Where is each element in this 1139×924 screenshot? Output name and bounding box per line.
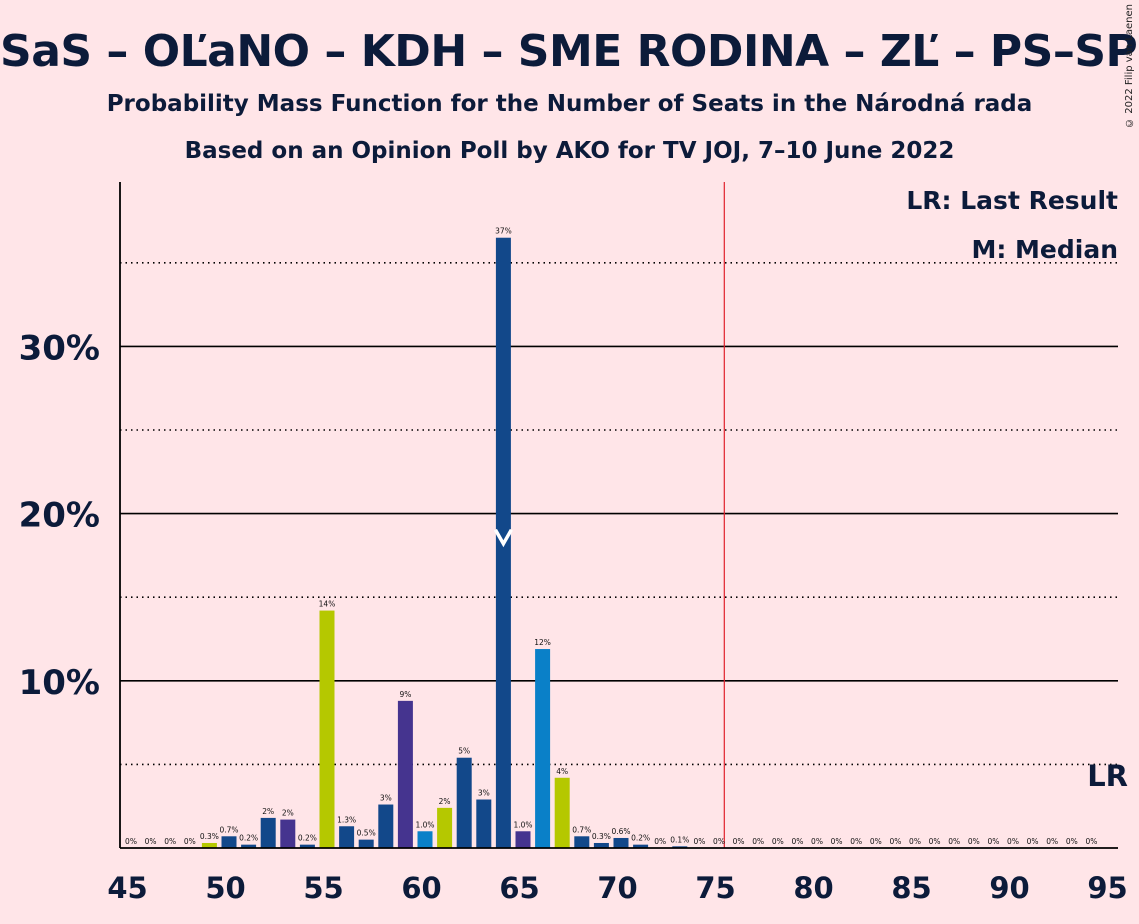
bar-label-seat-50: 0.3% [200,832,219,841]
x-tick-label: 70 [597,871,637,905]
bar-label-seat-60: 9% [399,690,411,699]
bar-label-seat-52: 0.2% [239,834,258,843]
bar-seat-58 [358,839,374,848]
bar-label-seat-46: 0% [125,837,137,846]
y-tick-label: 20% [19,496,100,536]
bar-label-seat-89: 0% [968,837,980,846]
bar-label-seat-81: 0% [811,837,823,846]
bar-label-seat-75: 0% [693,837,705,846]
bar-label-seat-95: 0% [1085,837,1097,846]
bars [201,237,688,849]
bar-label-seat-80: 0% [791,837,803,846]
bar-label-seat-74: 0.1% [670,835,689,844]
bar-label-seat-64: 3% [478,789,490,798]
bar-label-seat-82: 0% [831,837,843,846]
axes: 45 50 55 60 65 70 75 80 85 90 95 [107,182,1128,905]
bar-label-seat-67: 12% [534,638,551,647]
bar-seat-68 [554,777,570,848]
bar-label-seat-93: 0% [1046,837,1058,846]
bar-seat-50 [201,842,217,848]
bar-seat-56 [319,610,335,848]
bar-label-seat-78: 0% [752,837,764,846]
bar-label-seat-79: 0% [772,837,784,846]
bar-label-seat-47: 0% [145,837,157,846]
gridlines: 10% 20% 30% [19,182,1118,848]
x-tick-label: 60 [401,871,441,905]
bar-seat-60 [397,700,413,848]
legend-median: M: Median [971,235,1118,264]
bar-label-seat-88: 0% [948,837,960,846]
bar-label-seat-59: 3% [380,794,392,803]
bar-seat-61 [417,831,433,848]
bar-seat-64 [476,799,492,848]
bar-label-seat-61: 1.0% [415,820,434,829]
x-tick-label: 55 [303,871,343,905]
bar-labels: 0% 0% 0% 0%0.3%0.7%0.2%2% 2%0.2%14%1.3%0.5%3… [125,227,1097,846]
bar-label-seat-58: 0.5% [357,829,376,838]
bar-label-seat-62: 2% [439,797,451,806]
y-tick-label: 30% [19,328,100,368]
x-tick-label: 90 [989,871,1029,905]
bar-label-seat-85: 0% [889,837,901,846]
x-tick-label: 80 [793,871,833,905]
bar-seat-62 [437,807,453,848]
x-tick-label: 45 [107,871,147,905]
bar-label-seat-48: 0% [164,837,176,846]
bar-label-seat-71: 0.6% [611,827,630,836]
bar-label-seat-68: 4% [556,767,568,776]
bar-seat-63 [456,757,472,848]
bar-label-seat-87: 0% [929,837,941,846]
bar-seat-59 [378,804,394,848]
bar-seat-70 [593,842,609,848]
bar-label-seat-92: 0% [1027,837,1039,846]
bar-label-seat-73: 0% [654,837,666,846]
bar-label-seat-84: 0% [870,837,882,846]
bar-label-seat-49: 0% [184,837,196,846]
bar-seat-71 [613,837,629,848]
bar-label-seat-69: 0.7% [572,825,591,834]
chart-title: SaS – OĽaNO – KDH – SME RODINA – ZĽ – PS… [0,26,1139,77]
x-tick-label: 65 [499,871,539,905]
bar-label-seat-77: 0% [733,837,745,846]
last-result-marker-label: LR [1087,759,1128,793]
x-tick-label: 85 [891,871,931,905]
legend-last-result: LR: Last Result [906,186,1118,215]
bar-label-seat-94: 0% [1066,837,1078,846]
bar-label-seat-63: 5% [458,747,470,756]
x-tick-label: 50 [205,871,245,905]
bar-label-seat-66: 1.0% [513,820,532,829]
bar-label-seat-86: 0% [909,837,921,846]
x-tick-label: 75 [695,871,735,905]
bar-label-seat-51: 0.7% [219,825,238,834]
bar-seat-69 [574,836,590,848]
chart-subtitle-poll: Based on an Opinion Poll by AKO for TV J… [184,138,955,164]
bar-label-seat-70: 0.3% [592,832,611,841]
bar-label-seat-65: 37% [495,227,512,236]
bar-label-seat-57: 1.3% [337,815,356,824]
bar-seat-54 [280,819,296,848]
y-tick-label: 10% [19,663,100,703]
bar-seat-55 [299,844,315,848]
bar-seat-67 [535,649,551,848]
bar-seat-57 [339,826,355,848]
bar-label-seat-90: 0% [987,837,999,846]
bar-label-seat-72: 0.2% [631,834,650,843]
x-tick-label: 95 [1087,871,1127,905]
bar-seat-52 [241,844,257,848]
bar-label-seat-83: 0% [850,837,862,846]
bar-label-seat-56: 14% [319,600,336,609]
bar-seat-51 [221,836,237,848]
bar-label-seat-55: 0.2% [298,834,317,843]
chart-subtitle: Probability Mass Function for the Number… [106,91,1033,117]
bar-label-seat-76: 0% [713,837,725,846]
bar-seat-66 [515,831,531,848]
median-marker [493,528,513,548]
bar-label-seat-54: 2% [282,809,294,818]
bar-label-seat-53: 2% [262,807,274,816]
bar-label-seat-91: 0% [1007,837,1019,846]
bar-seat-72 [633,844,649,848]
bar-seat-53 [260,817,276,848]
